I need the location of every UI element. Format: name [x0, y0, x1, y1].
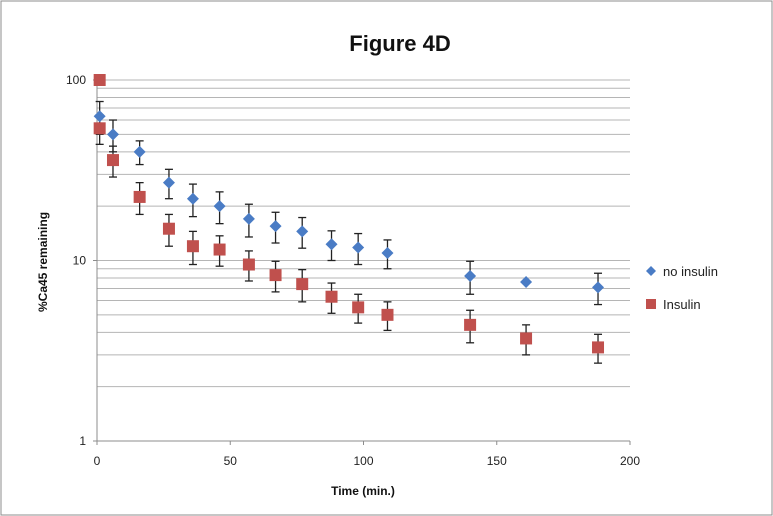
data-point-square	[133, 190, 146, 203]
data-point-diamond	[325, 238, 338, 251]
data-point-diamond	[242, 212, 255, 225]
data-point-diamond	[296, 225, 309, 238]
data-point-diamond	[269, 220, 282, 233]
data-point-square	[325, 290, 338, 303]
x-tick-label: 150	[487, 454, 507, 468]
legend: no insulin Insulin	[646, 264, 718, 312]
data-point-diamond	[93, 110, 106, 123]
data-point-square	[162, 222, 175, 235]
legend-swatch-diamond	[646, 266, 656, 276]
legend-label: no insulin	[663, 264, 718, 279]
x-tick-label: 100	[353, 454, 373, 468]
x-tick-label: 200	[620, 454, 640, 468]
data-point-diamond	[162, 176, 175, 189]
legend-swatch-square	[646, 299, 656, 309]
x-axis-label: Time (min.)	[331, 484, 395, 498]
data-point-diamond	[381, 247, 394, 260]
data-point-square	[269, 269, 282, 282]
data-point-diamond	[186, 192, 199, 205]
data-point-square	[592, 341, 605, 354]
data-point-square	[93, 122, 106, 135]
x-tick-label: 0	[94, 454, 101, 468]
data-point-square	[520, 332, 533, 345]
data-point-square	[106, 154, 119, 167]
data-point-square	[352, 301, 365, 314]
data-point-square	[296, 278, 309, 291]
data-point-diamond	[592, 281, 605, 294]
data-point-diamond	[106, 128, 119, 141]
data-point-diamond	[464, 270, 477, 283]
y-axis-label: %Ca45 remaining	[36, 212, 50, 312]
axis-layer: 0 50 100 150 200 1 10 100	[66, 73, 640, 468]
grid-layer	[97, 79, 630, 442]
y-tick-label: 100	[66, 73, 86, 87]
y-tick-label: 10	[73, 254, 87, 268]
data-point-square	[213, 243, 226, 256]
data-point-diamond	[352, 241, 365, 254]
data-point-diamond	[133, 145, 146, 158]
data-point-diamond	[213, 200, 226, 213]
data-point-square	[464, 318, 477, 331]
data-point-square	[93, 74, 106, 86]
x-tick-label: 50	[224, 454, 238, 468]
marker-layer	[93, 74, 605, 354]
data-point-diamond	[520, 276, 533, 289]
legend-label: Insulin	[663, 297, 701, 312]
y-tick-label: 1	[79, 434, 86, 448]
data-point-square	[242, 258, 255, 271]
data-point-square	[381, 308, 394, 321]
data-point-square	[186, 240, 199, 253]
chart-title: Figure 4D	[349, 31, 450, 56]
